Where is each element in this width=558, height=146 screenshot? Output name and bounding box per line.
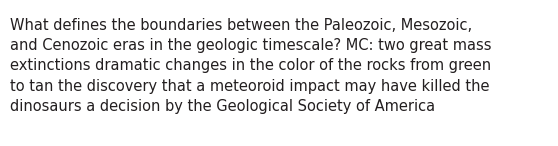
Text: What defines the boundaries between the Paleozoic, Mesozoic,
and Cenozoic eras i: What defines the boundaries between the …	[10, 18, 492, 114]
